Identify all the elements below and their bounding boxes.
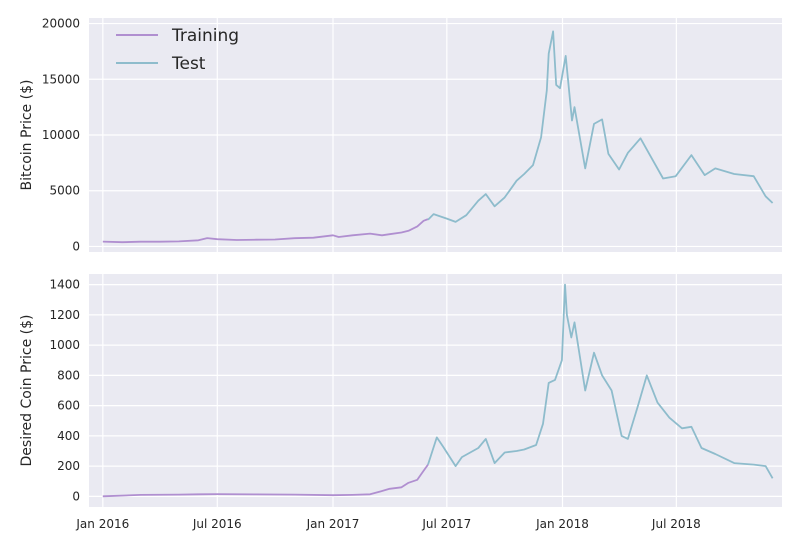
y-tick-label: 600: [57, 399, 80, 413]
y-tick-label: 5000: [49, 184, 80, 198]
y-tick-label: 1000: [49, 338, 80, 352]
y-tick-label: 400: [57, 429, 80, 443]
subplot-1: 0 5000 10000 15000 20000 Bitcoin Price ($) Tra…: [19, 17, 782, 253]
series-line-training: [102, 464, 429, 498]
x-tick-label: Jan 2017: [306, 517, 360, 531]
x-tick-label: Jan 2018: [535, 517, 589, 531]
y-axis-label: Desired Coin Price ($): [19, 315, 35, 467]
x-tick-label: Jul 2016: [192, 517, 242, 531]
subplot-2: 0 200 400 600 800 1000 1200 1400 Desired Coin Pr…: [19, 274, 782, 531]
series-line-training: [102, 218, 429, 244]
y-axis-label: Bitcoin Price ($): [19, 80, 35, 191]
legend: Training Test: [116, 26, 239, 74]
series-line-test: [427, 283, 774, 479]
y-tick-label: 10000: [42, 128, 80, 142]
y-tick-label: 1400: [49, 278, 80, 292]
legend-label: Training: [171, 26, 239, 46]
legend-label: Test: [171, 54, 206, 74]
y-tick-label: 15000: [42, 72, 80, 86]
x-tick-label: Jan 2016: [75, 517, 129, 531]
y-tick-label: 800: [57, 368, 80, 382]
y-tick-label: 0: [72, 489, 80, 503]
y-tick-label: 0: [72, 239, 80, 253]
y-tick-label: 1200: [49, 308, 80, 322]
plot-area: [89, 274, 782, 507]
x-tick-label: Jul 2018: [651, 517, 701, 531]
y-tick-label: 200: [57, 459, 80, 473]
x-tick-label: Jul 2017: [421, 517, 471, 531]
series-line-test: [427, 30, 774, 223]
y-tick-label: 20000: [42, 17, 80, 31]
